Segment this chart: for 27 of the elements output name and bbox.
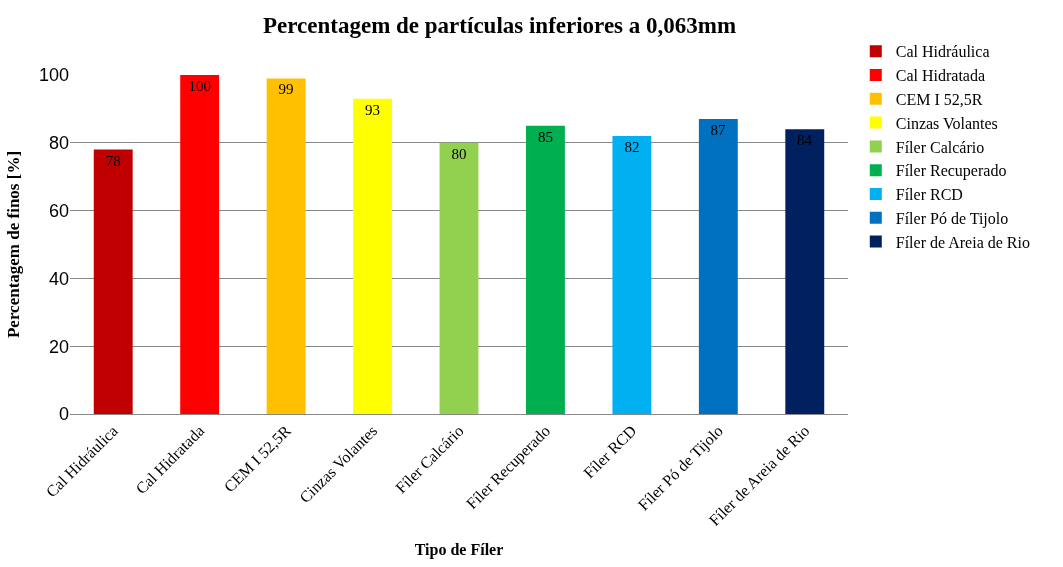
y-axis-title: Percentagem de finos [%] [3,150,23,339]
legend-label: Cal Hidratada [895,67,986,85]
y-tick-label: 20 [48,336,69,357]
data-label: 78 [105,152,121,169]
data-label: 85 [537,128,553,145]
data-label: 93 [365,101,381,118]
y-tick-label: 100 [38,65,69,86]
legend-label: CEM I 52,5R [895,91,983,109]
data-label: 99 [278,81,294,98]
legend-label: Fíler de Areia de Rio [895,233,1030,251]
data-label: 87 [710,122,727,139]
y-tick-label: 40 [48,268,69,289]
legend-label: Fíler Calcário [895,138,985,156]
legend-label: Fíler Pó de Tijolo [895,210,1009,229]
legend-label: Fíler RCD [895,186,963,204]
y-tick-label: 0 [58,404,69,425]
y-tick-label: 60 [48,200,69,221]
data-label: 80 [451,145,467,162]
chart-title: Percentagem de partículas inferiores a 0,063mm [263,13,737,39]
x-axis-title: Tipo de Fíler [414,540,504,559]
data-label: 84 [797,132,813,149]
legend-label: Cal Hidráulica [895,43,990,61]
data-label: 82 [624,139,640,156]
y-tick-label: 80 [48,133,69,154]
legend-label: Fíler Recuperado [895,162,1007,181]
legend-label: Cinzas Volantes [895,114,998,132]
data-label: 100 [188,78,211,94]
